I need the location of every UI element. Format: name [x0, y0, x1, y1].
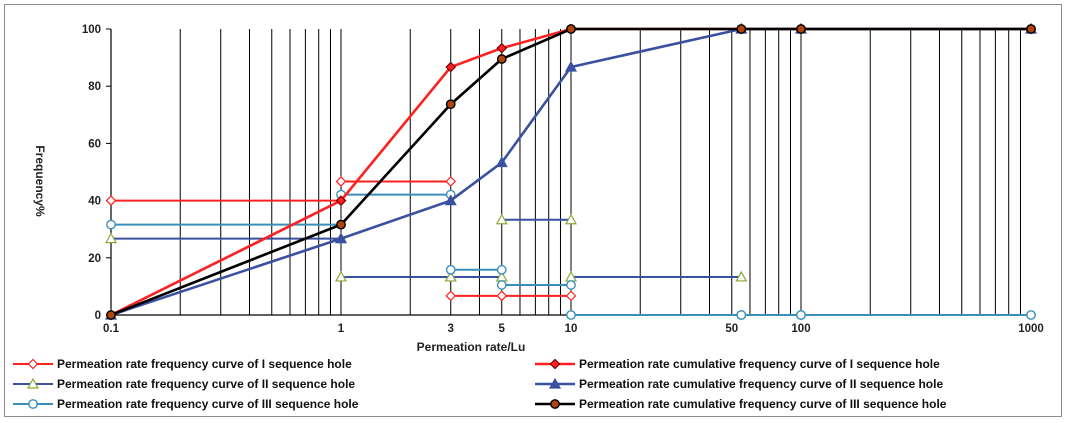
legend-label: Permeation rate frequency curve of III s… [57, 397, 359, 411]
y-tick-label: 100 [82, 24, 101, 36]
x-tick-label: 0.1 [103, 323, 120, 335]
circle-marker [736, 310, 747, 320]
x-tick-label: 3 [448, 323, 454, 335]
diamond-marker [445, 290, 457, 302]
tick-labels: 0 20 40 60 80 100 0.1 1 3 5 10 50 100 1000 [82, 24, 1044, 335]
circle-marker [496, 54, 507, 64]
triangle-marker [334, 232, 348, 244]
legend: Permeation rate frequency curve of I seq… [13, 357, 947, 411]
frequency-series [104, 176, 1036, 320]
circle-marker [1026, 310, 1036, 320]
diamond-marker [335, 176, 347, 187]
diamond-marker [496, 290, 508, 302]
legend-item: Permeation rate cumulative frequency cur… [535, 357, 940, 371]
legend-label: Permeation rate cumulative frequency cur… [579, 377, 943, 391]
triangle-marker [104, 232, 118, 244]
legend-item: Permeation rate cumulative frequency cur… [535, 377, 943, 391]
series-cumulative [106, 24, 1036, 320]
triangle-marker [564, 213, 578, 225]
diamond-marker [496, 42, 508, 54]
diamond-marker [445, 61, 457, 73]
triangle-marker [26, 377, 40, 389]
x-tick-label: 1000 [1018, 323, 1044, 335]
x-tick-label: 100 [791, 323, 810, 335]
y-tick-label: 60 [88, 138, 101, 150]
legend-label: Permeation rate frequency curve of I seq… [57, 357, 352, 371]
triangle-marker [495, 156, 508, 168]
x-tick-label: 50 [725, 323, 738, 335]
circle-marker [566, 310, 576, 320]
x-tick-label: 10 [565, 323, 578, 335]
triangle-marker [444, 194, 457, 206]
grid [106, 28, 1031, 316]
circle-marker [796, 24, 806, 34]
circle-marker [796, 310, 806, 320]
diamond-marker [565, 290, 577, 302]
triangle-marker [495, 213, 508, 225]
x-tick-label: 1 [338, 323, 345, 335]
circle-marker [496, 280, 507, 290]
legend-label: Permeation rate cumulative frequency cur… [579, 397, 947, 411]
diamond-marker [27, 358, 39, 370]
y-axis-title: Frequency% [33, 145, 47, 217]
y-tick-label: 40 [88, 196, 101, 208]
y-tick-label: 80 [88, 81, 101, 93]
legend-item: Permeation rate cumulative frequency cur… [535, 397, 947, 411]
circle-marker [28, 399, 38, 409]
circle-marker [106, 219, 116, 230]
x-tick-label: 5 [499, 323, 506, 335]
legend-item: Permeation rate frequency curve of II se… [13, 377, 355, 391]
diamond-marker [445, 176, 457, 187]
chart-frame: 0 20 40 60 80 100 0.1 1 3 5 10 50 100 1000 Frequency%… [4, 4, 1062, 417]
circle-marker [445, 99, 456, 110]
triangle-marker [548, 377, 562, 389]
legend-label: Permeation rate frequency curve of II se… [57, 377, 355, 391]
triangle-marker [444, 270, 457, 282]
triangle-marker [564, 60, 578, 72]
circle-marker [736, 24, 747, 34]
triangle-marker [735, 270, 748, 282]
legend-label: Permeation rate cumulative frequency cur… [579, 357, 940, 371]
series-line [110, 27, 1031, 317]
series-frequency [106, 189, 1036, 320]
circle-marker [550, 399, 560, 409]
frequency-chart: 0 20 40 60 80 100 0.1 1 3 5 10 50 100 1000 Frequency%… [13, 22, 1044, 411]
circle-marker [496, 264, 507, 275]
circle-marker [445, 264, 456, 275]
y-tick-label: 0 [95, 310, 101, 322]
cumulative-series [104, 22, 1038, 321]
circle-marker [1026, 24, 1036, 34]
circle-marker [566, 24, 576, 34]
legend-item: Permeation rate frequency curve of I seq… [13, 357, 352, 371]
legend-item: Permeation rate frequency curve of III s… [13, 397, 359, 411]
diamond-marker [105, 195, 117, 206]
y-tick-label: 20 [88, 253, 101, 265]
triangle-marker [334, 270, 348, 282]
x-axis-title: Permeation rate/Lu [417, 340, 526, 354]
circle-marker [106, 310, 116, 320]
diamond-marker [549, 358, 561, 370]
circle-marker [336, 219, 346, 230]
circle-marker [566, 280, 576, 290]
diamond-marker [335, 195, 347, 206]
